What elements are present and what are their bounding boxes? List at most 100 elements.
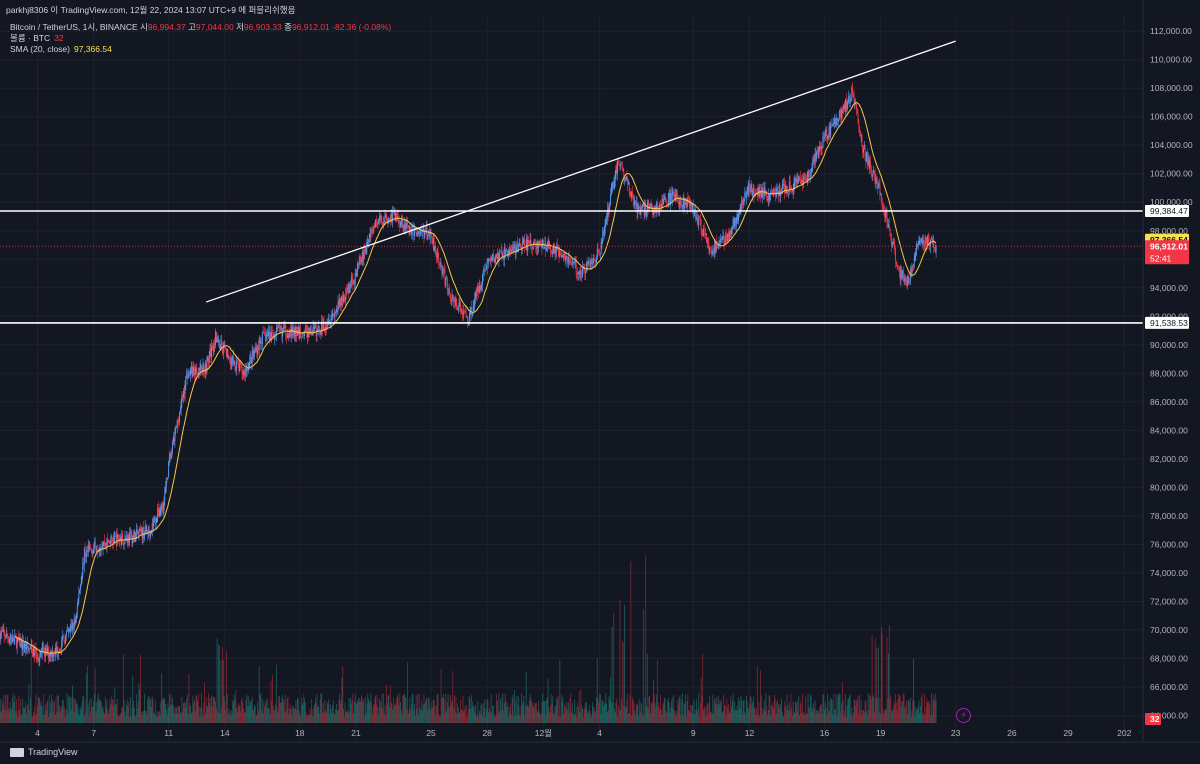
candle-body: [642, 204, 643, 208]
volume-bar: [222, 659, 224, 723]
candle-body: [663, 199, 665, 204]
candle-body: [226, 349, 228, 357]
candle-body: [175, 427, 177, 432]
candle-body: [108, 539, 109, 543]
volume-bar: [300, 716, 302, 723]
volume-bar: [55, 696, 57, 723]
volume-bar: [567, 710, 569, 723]
candle-body: [395, 213, 397, 221]
lightning-icon[interactable]: ⚡: [956, 708, 971, 723]
volume-value-label: [1145, 713, 1161, 725]
candle-body: [260, 341, 262, 344]
candle-body: [491, 256, 493, 261]
volume-bar: [94, 693, 95, 723]
candle-body: [521, 247, 522, 249]
candle-body: [39, 654, 41, 660]
volume-bar: [387, 695, 389, 723]
candle-body: [346, 288, 348, 290]
candle-body: [221, 340, 223, 349]
candle-body: [217, 337, 219, 342]
volume-bar: [339, 703, 341, 723]
volume-bar: [533, 708, 535, 723]
candle-body: [665, 198, 667, 203]
candle-body: [880, 193, 882, 196]
candle-body: [261, 332, 263, 345]
candle-body: [858, 121, 860, 127]
volume-bar: [296, 710, 298, 723]
volume-bar: [712, 694, 714, 723]
candle-body: [211, 346, 213, 350]
volume-bar: [509, 712, 511, 723]
candle-body: [816, 152, 818, 160]
symbol-name[interactable]: Bitcoin / TetherUS, 1시, BINANCE: [10, 22, 138, 32]
candle-body: [421, 231, 423, 233]
volume-bar: [106, 699, 108, 723]
candle-body: [179, 411, 181, 423]
volume-indicator-label[interactable]: 볼륨 · BTC: [10, 33, 51, 43]
volume-bar: [318, 706, 319, 723]
candle-body: [263, 331, 265, 333]
volume-bar: [397, 697, 399, 723]
candle-body: [197, 373, 199, 376]
candle-body: [90, 548, 92, 549]
candle-body: [505, 251, 507, 254]
candle-body: [770, 191, 772, 193]
volume-bar: [680, 715, 682, 723]
volume-bar: [649, 713, 651, 723]
volume-bar: [180, 712, 182, 723]
volume-bar: [98, 700, 100, 723]
tradingview-footer[interactable]: TradingView: [10, 747, 78, 757]
volume-bar: [286, 710, 287, 723]
candle-body: [581, 267, 583, 277]
volume-bar: [800, 704, 802, 723]
candle-body: [396, 213, 398, 219]
volume-bar: [302, 703, 304, 723]
volume-bar: [195, 695, 197, 723]
candle-body: [325, 326, 327, 328]
candle-body: [719, 240, 721, 243]
volume-bar: [763, 709, 765, 723]
volume-bar: [159, 716, 161, 723]
volume-bar: [536, 711, 538, 723]
sma-indicator-label[interactable]: SMA (20, close): [10, 44, 70, 54]
volume-bar: [581, 708, 583, 723]
candle-body: [495, 253, 497, 259]
volume-bar: [836, 715, 838, 723]
volume-bar: [585, 701, 587, 723]
volume-bar: [120, 712, 122, 723]
candle-body: [444, 271, 446, 286]
candle-body: [392, 211, 394, 222]
volume-bar: [453, 707, 455, 723]
candle-body: [787, 191, 789, 192]
volume-bar: [920, 706, 921, 723]
volume-bar: [9, 701, 11, 723]
volume-bar: [445, 694, 447, 723]
volume-bar: [652, 700, 654, 723]
volume-bar: [660, 694, 661, 723]
candle-body: [533, 242, 535, 245]
volume-bar: [916, 710, 918, 723]
volume-bar: [282, 694, 284, 723]
volume-bar: [140, 712, 142, 723]
candle-body: [322, 321, 324, 331]
volume-bar: [435, 715, 437, 723]
volume-bar: [637, 704, 639, 723]
volume-bar: [609, 699, 611, 723]
x-tick-label: 11: [164, 728, 173, 738]
candle-body: [140, 528, 142, 532]
volume-bar: [203, 702, 205, 723]
candle-body: [430, 229, 432, 234]
volume-bar: [888, 653, 889, 723]
volume-bar: [740, 695, 742, 723]
candle-body: [394, 212, 396, 221]
candle-body: [175, 427, 177, 428]
volume-bar: [177, 705, 179, 723]
candle-body: [170, 453, 172, 458]
candle-body: [718, 240, 720, 246]
volume-bar: [183, 703, 184, 723]
candle-body: [520, 245, 522, 249]
candle-body: [414, 228, 416, 237]
last-price-label-countdown: 52:41: [1150, 253, 1172, 263]
x-tick-label: 29: [1063, 728, 1073, 738]
